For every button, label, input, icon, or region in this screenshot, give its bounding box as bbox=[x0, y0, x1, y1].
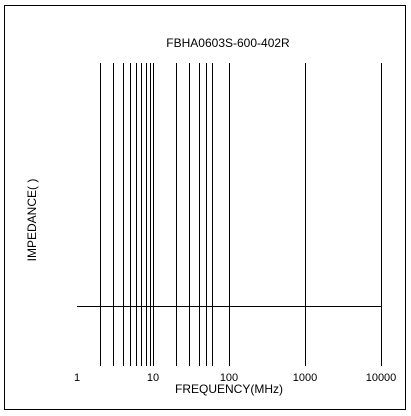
chart-title: FBHA0603S-600-402R bbox=[166, 36, 290, 50]
y-axis-label: IMPEDANCE( ) bbox=[25, 179, 39, 262]
x-tick-labels: 1 10 100 1000 10000 bbox=[74, 372, 396, 384]
x-tick-label-1000: 1000 bbox=[293, 372, 317, 384]
x-tick-label-10000: 10000 bbox=[366, 372, 397, 384]
x-tick-label-1: 1 bbox=[74, 372, 80, 384]
x-tick-label-10: 10 bbox=[147, 372, 159, 384]
x-tick-label-100: 100 bbox=[220, 372, 238, 384]
x-axis-label: FREQUENCY(MHz) bbox=[175, 382, 283, 396]
x-gridlines bbox=[100, 63, 382, 366]
chart-frame bbox=[4, 5, 406, 410]
